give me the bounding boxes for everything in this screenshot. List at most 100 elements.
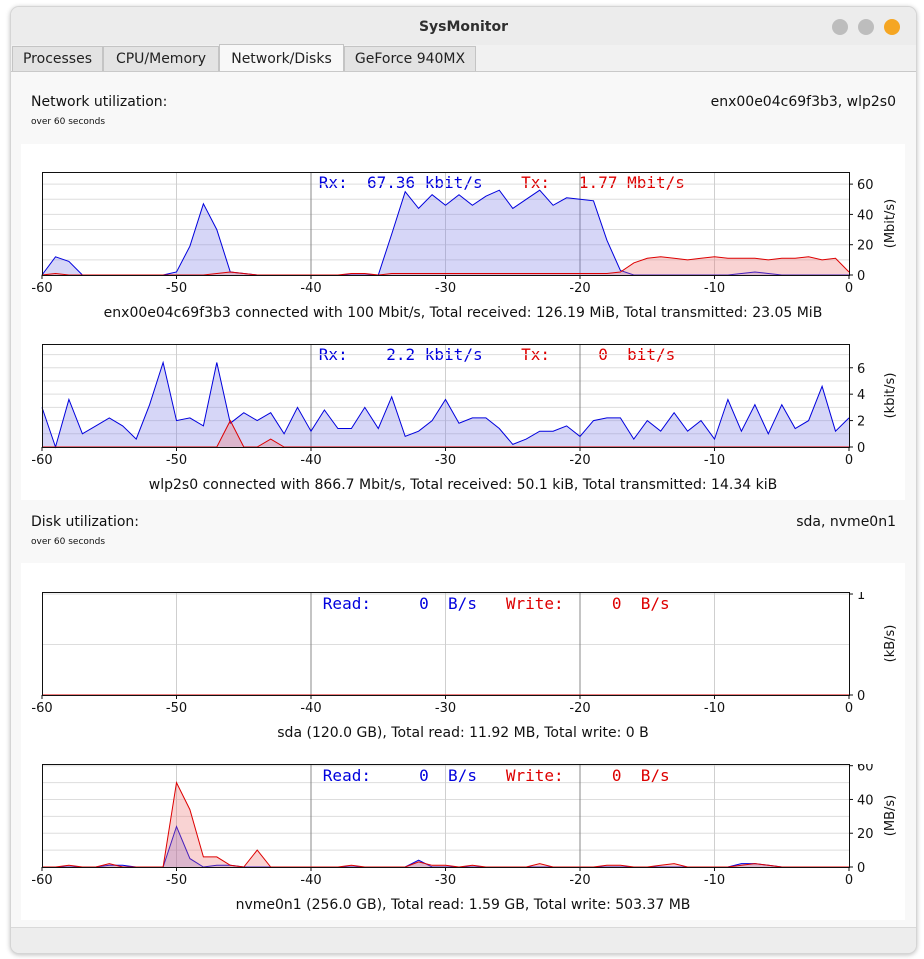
network-disks-panel: Network utilization: over 60 seconds enx… bbox=[11, 71, 916, 928]
x-tick-label: -50 bbox=[166, 453, 187, 468]
x-tick-label: -40 bbox=[300, 281, 321, 296]
write-unit: B/s bbox=[640, 594, 670, 613]
write-value: 0 bbox=[611, 594, 622, 613]
wlp-caption: wlp2s0 connected with 866.7 Mbit/s, Tota… bbox=[148, 477, 778, 493]
network-section-subtitle: over 60 seconds bbox=[31, 117, 106, 127]
disk-device-list: sda, nvme0n1 bbox=[796, 514, 896, 530]
rx-area bbox=[42, 190, 849, 275]
enx-legend: Rx: 67.36 kbit/s Tx: 1.77 Mbit/s bbox=[261, 154, 685, 211]
tx-unit: Mbit/s bbox=[627, 173, 685, 192]
wlp-traffic-graph: -60 -50 -40 -30 -20 -10 00 2 4 6 (kbit/s) bbox=[31, 344, 898, 468]
enx-traffic-graph: -60 -50 -40 -30 -20 -10 00 20 40 60 (Mbit/s) bbox=[31, 172, 898, 296]
y-tick-label: 0 bbox=[857, 689, 865, 704]
tab-bar: Processes CPU/Memory Network/Disks GeFor… bbox=[11, 44, 916, 72]
x-tick-label: -40 bbox=[300, 701, 321, 716]
read-label: Read: bbox=[322, 594, 371, 613]
x-tick-label: 0 bbox=[845, 281, 853, 296]
write-value: 0 bbox=[611, 766, 622, 785]
y-tick-label: 2 bbox=[857, 415, 865, 430]
x-tick-label: 0 bbox=[845, 701, 853, 716]
x-tick-label: -40 bbox=[300, 453, 321, 468]
read-unit: B/s bbox=[448, 766, 477, 785]
tab-network-disks[interactable]: Network/Disks bbox=[219, 44, 344, 72]
x-tick-label: -60 bbox=[31, 873, 52, 888]
y-tick-label: 60 bbox=[857, 178, 874, 193]
tab-cpu-memory[interactable]: CPU/Memory bbox=[103, 46, 219, 71]
disk-section-title: Disk utilization: bbox=[31, 514, 140, 530]
close-button[interactable] bbox=[884, 19, 900, 35]
x-tick-label: -10 bbox=[704, 453, 725, 468]
maximize-button[interactable] bbox=[858, 19, 874, 35]
x-tick-label: -30 bbox=[435, 873, 456, 888]
x-tick-label: -20 bbox=[569, 701, 590, 716]
y-axis-label: (kB/s) bbox=[883, 625, 898, 663]
network-device-list: enx00e04c69f3b3, wlp2s0 bbox=[710, 94, 896, 110]
network-section-title: Network utilization: bbox=[31, 94, 168, 110]
enx-caption: enx00e04c69f3b3 connected with 100 Mbit/… bbox=[103, 305, 823, 321]
x-tick-label: -10 bbox=[704, 873, 725, 888]
tx-value: 1.77 bbox=[578, 173, 618, 192]
x-tick-label: -50 bbox=[166, 281, 187, 296]
window-title: SysMonitor bbox=[418, 19, 509, 35]
y-tick-label: 20 bbox=[857, 239, 874, 254]
disk-graphs-box bbox=[21, 563, 905, 920]
x-tick-label: -20 bbox=[569, 281, 590, 296]
tx-label: Tx: bbox=[521, 173, 551, 192]
sda-legend: Read: 0 B/s Write: 0 B/s bbox=[265, 575, 670, 632]
title-bar[interactable]: SysMonitor bbox=[11, 7, 916, 45]
x-tick-label: -10 bbox=[704, 281, 725, 296]
x-tick-label: -40 bbox=[300, 873, 321, 888]
status-bar bbox=[11, 927, 916, 953]
x-tick-label: -30 bbox=[435, 453, 456, 468]
rx-label: Rx: bbox=[318, 173, 348, 192]
y-axis-label: (kbit/s) bbox=[883, 373, 898, 419]
y-tick-label: 40 bbox=[857, 208, 874, 223]
y-tick-label: 0 bbox=[857, 269, 865, 284]
network-graphs-box bbox=[21, 144, 905, 500]
y-tick-label: 0 bbox=[857, 441, 865, 456]
rx-area bbox=[42, 362, 849, 447]
x-tick-label: -20 bbox=[569, 453, 590, 468]
y-axis-label: (Mbit/s) bbox=[883, 199, 898, 248]
x-tick-label: -30 bbox=[435, 281, 456, 296]
rx-unit: kbit/s bbox=[424, 173, 483, 192]
x-tick-label: -10 bbox=[704, 701, 725, 716]
x-tick-label: -30 bbox=[435, 701, 456, 716]
sysmonitor-window: SysMonitor Processes CPU/Memory Network/… bbox=[10, 6, 917, 954]
read-label: Read: bbox=[322, 766, 371, 785]
rx-line bbox=[41, 360, 850, 449]
x-tick-label: 0 bbox=[845, 453, 853, 468]
tab-processes[interactable]: Processes bbox=[12, 46, 103, 71]
x-tick-label: -50 bbox=[166, 701, 187, 716]
y-tick-label: 4 bbox=[857, 388, 865, 403]
x-tick-label: 0 bbox=[845, 873, 853, 888]
read-value: 0 bbox=[419, 594, 429, 613]
y-tick-label: 20 bbox=[857, 827, 874, 842]
y-tick-label: 40 bbox=[857, 793, 874, 808]
x-tick-label: -60 bbox=[31, 701, 52, 716]
y-axis-label: (MB/s) bbox=[883, 795, 898, 836]
write-label: Write: bbox=[505, 594, 564, 613]
write-label: Write: bbox=[505, 766, 564, 785]
y-tick-label: 60 bbox=[857, 764, 874, 775]
read-unit: B/s bbox=[448, 594, 477, 613]
y-tick-label: 1 bbox=[857, 592, 865, 603]
sda-caption: sda (120.0 GB), Total read: 11.92 MB, To… bbox=[277, 725, 649, 741]
nvme-caption: nvme0n1 (256.0 GB), Total read: 1.59 GB,… bbox=[235, 897, 691, 913]
x-tick-label: -50 bbox=[166, 873, 187, 888]
rx-value: 67.36 bbox=[366, 173, 416, 192]
tab-geforce-940mx[interactable]: GeForce 940MX bbox=[344, 46, 476, 71]
write-unit: B/s bbox=[640, 766, 670, 785]
y-tick-label: 0 bbox=[857, 861, 865, 876]
y-tick-label: 6 bbox=[857, 362, 865, 377]
read-value: 0 bbox=[419, 766, 429, 785]
tx-area bbox=[42, 256, 849, 275]
minimize-button[interactable] bbox=[832, 19, 848, 35]
x-tick-label: -20 bbox=[569, 873, 590, 888]
x-tick-label: -60 bbox=[31, 453, 52, 468]
disk-section-subtitle: over 60 seconds bbox=[31, 537, 106, 547]
sda-io-graph: -60 -50 -40 -30 -20 -10 001(kB/s) bbox=[31, 592, 898, 716]
nvme-legend: Read: 0 B/s Write: 0 B/s bbox=[265, 747, 670, 804]
x-tick-label: -60 bbox=[31, 281, 52, 296]
